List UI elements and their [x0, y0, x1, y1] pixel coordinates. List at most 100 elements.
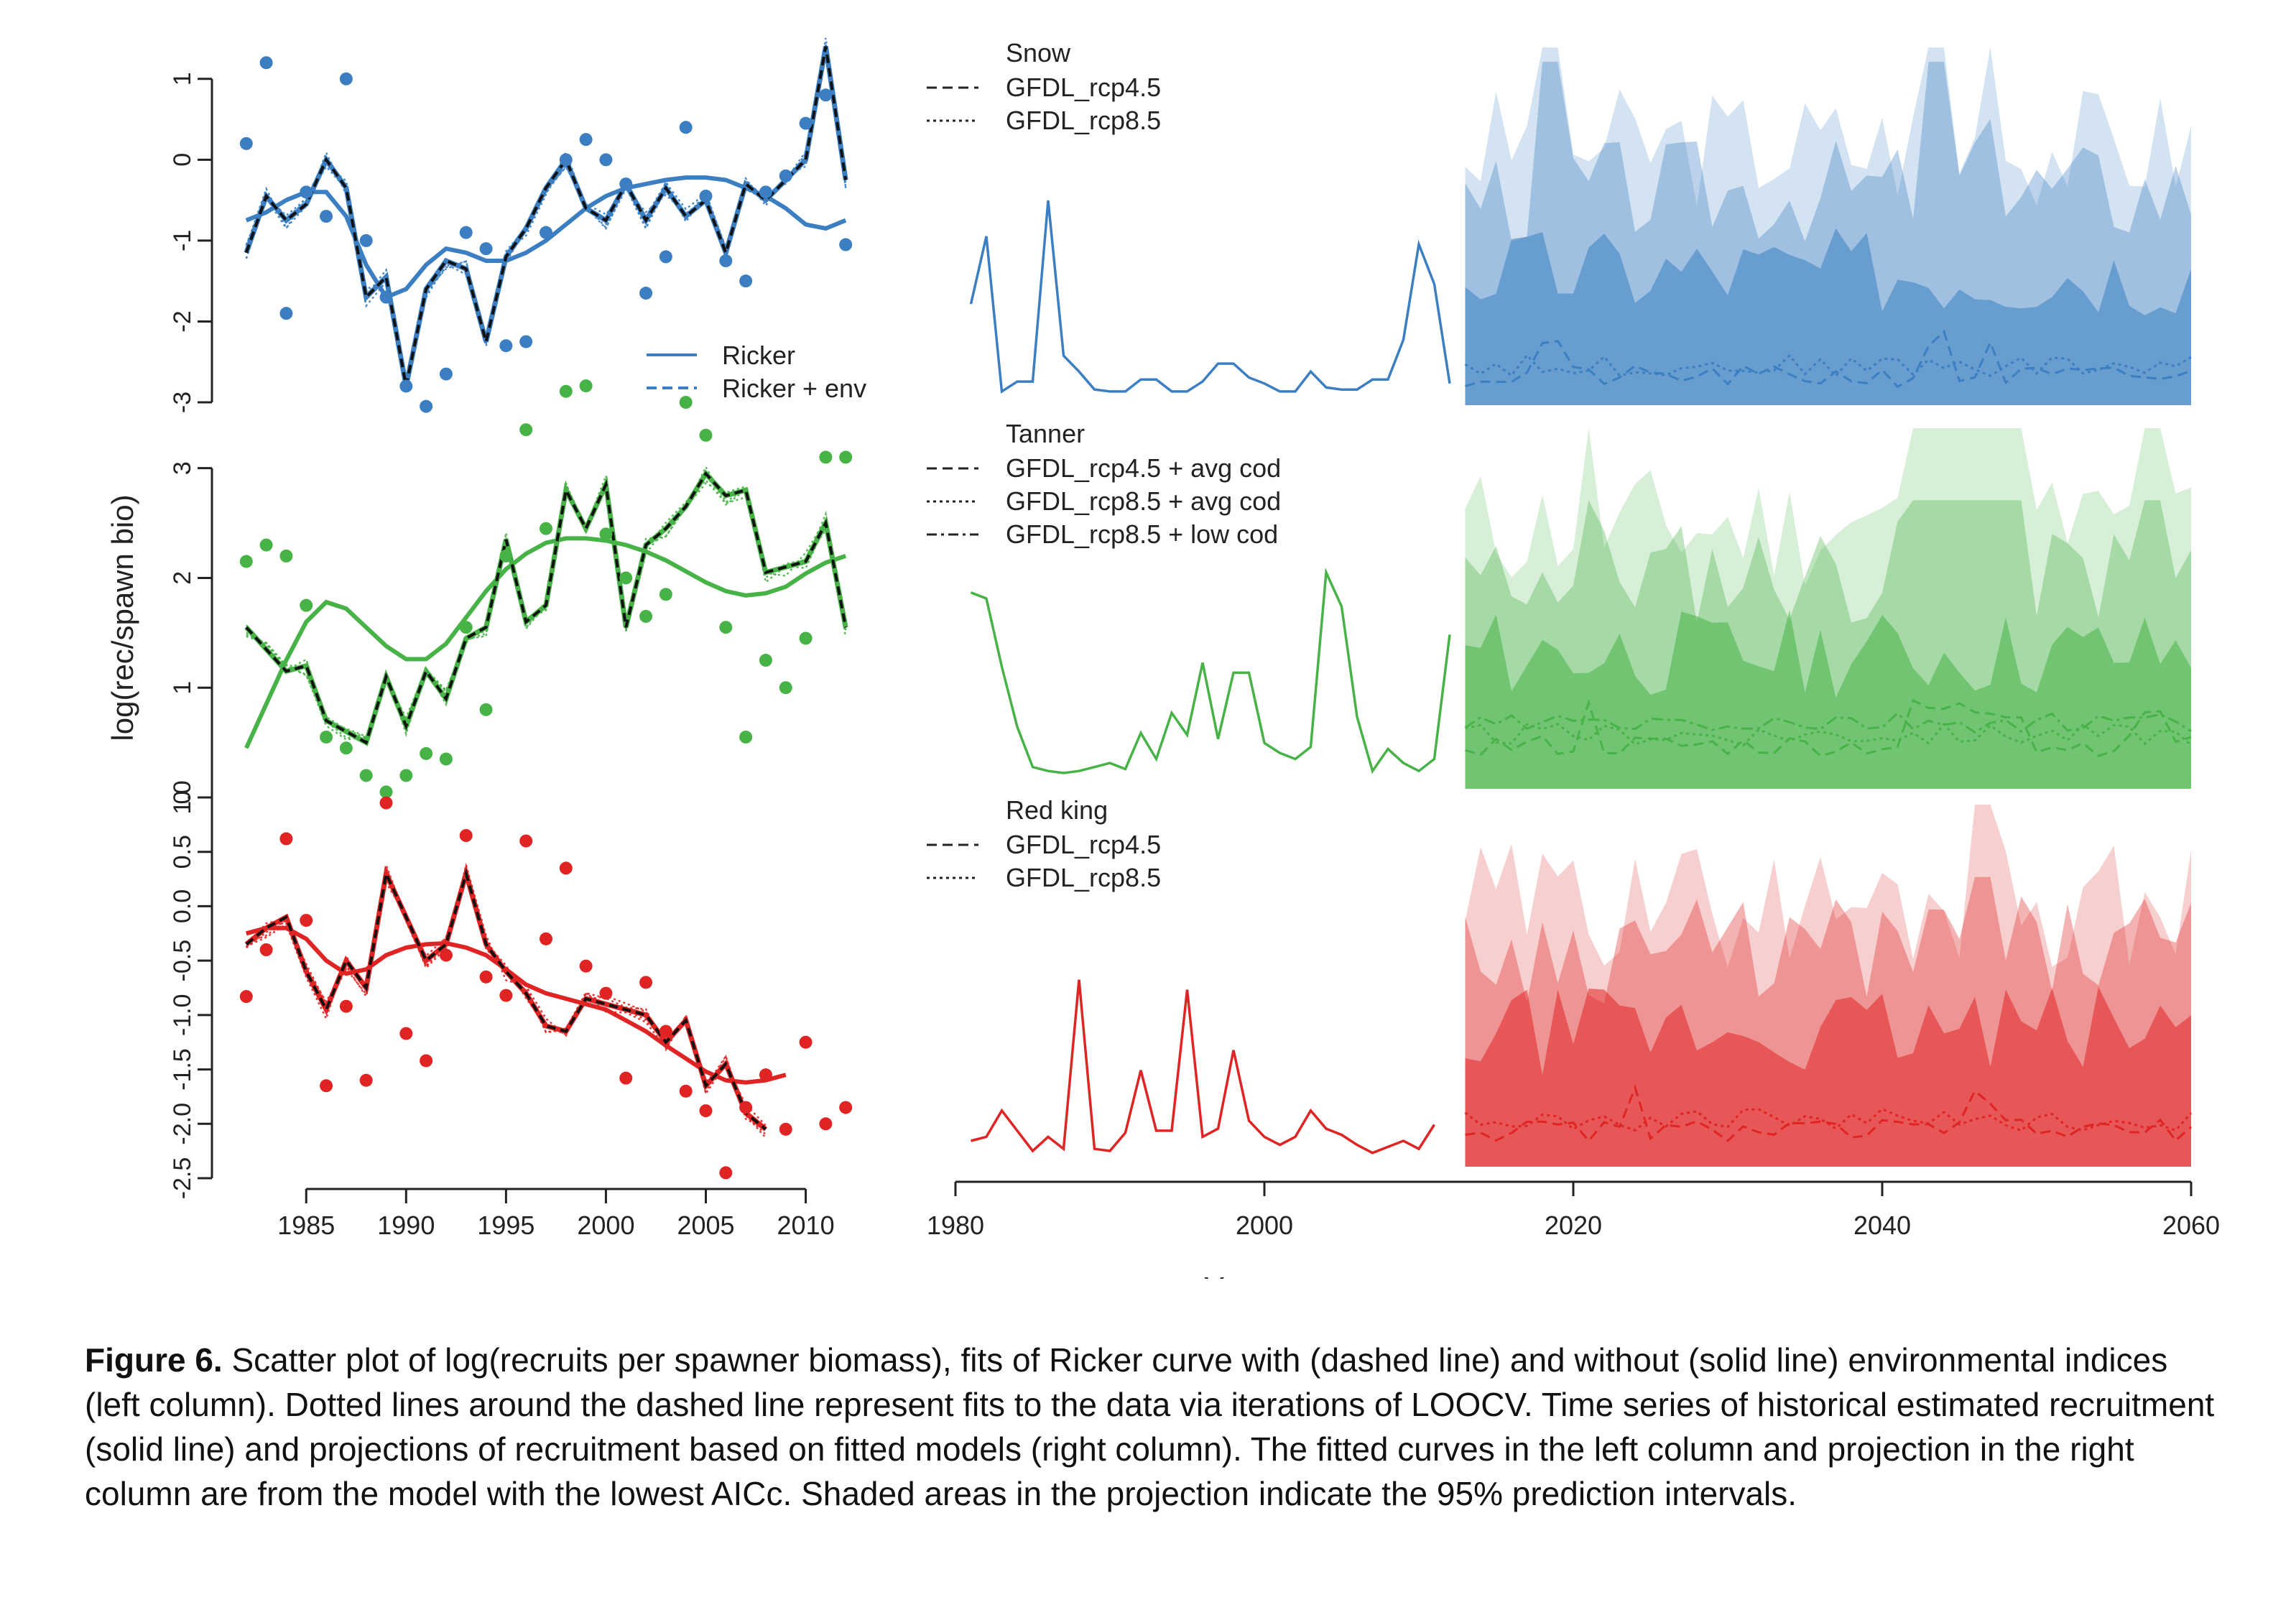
tanner-observed-point — [420, 746, 433, 760]
snow-projection-panel: Snow GFDL_rcp4.5 GFDL_rcp8.5 — [927, 38, 2192, 406]
tanner-y-tick-label: 2 — [169, 571, 196, 585]
tanner-observed-point — [300, 598, 313, 612]
red-king-observed-point — [519, 834, 533, 848]
red-king-observed-point — [420, 1054, 433, 1068]
snow-observed-point — [719, 254, 733, 268]
left-x-tick-label: 2010 — [777, 1211, 835, 1240]
snow-y-tick-label: 1 — [169, 72, 196, 85]
snow-observed-point — [639, 287, 653, 300]
snow-observed-point — [279, 307, 293, 320]
red-king-observed-point — [759, 1068, 772, 1082]
snow-observed-point — [779, 169, 792, 182]
red-king-observed-point — [359, 1073, 373, 1087]
tanner-projection-line — [1464, 711, 2192, 734]
left-x-tick-label: 1990 — [377, 1211, 435, 1240]
snow-y-tick-label: -2 — [169, 310, 196, 332]
red-king-observed-point — [819, 1117, 833, 1131]
snow-projection-line — [1465, 329, 2192, 389]
red-king-observed-point — [540, 932, 552, 945]
snow-observed-point — [459, 226, 473, 239]
snow-observed-point — [320, 210, 333, 223]
snow-observed-point — [479, 242, 493, 256]
tanner-observed-point — [499, 549, 513, 563]
left-x-tick-label: 1995 — [477, 1211, 534, 1240]
red-king-observed-point — [499, 989, 513, 1002]
tanner-observed-point — [479, 703, 493, 716]
snow-observed-point — [799, 116, 813, 130]
tanner-loocv-fit — [246, 465, 847, 738]
snow-observed-point — [359, 233, 373, 247]
right-x-tick-label: 2020 — [1545, 1211, 1602, 1240]
red-king-observed-point — [779, 1122, 792, 1136]
snow-ricker-env-curve — [244, 46, 848, 387]
red-king-prediction-interval — [1465, 986, 2191, 1167]
snow-observed-point — [399, 379, 413, 393]
red-king-y-tick-label: -2.5 — [169, 1157, 196, 1200]
tanner-historical-line — [970, 568, 1451, 774]
caption-label: Figure 6. — [85, 1341, 223, 1379]
red-king-y-tick-label: 0.5 — [169, 835, 196, 869]
figure-caption: Figure 6. Scatter plot of log(recruits p… — [85, 1338, 2226, 1516]
tanner-scatter-panel: 3 2 1 0 — [169, 379, 853, 804]
red-king-ricker-env-dashed — [245, 868, 767, 1131]
tanner-observed-point — [399, 769, 413, 782]
snow-observed-point — [679, 121, 693, 134]
red-king-observed-point — [320, 1079, 333, 1093]
snow-legend-label-ricker-env: Ricker + env — [722, 374, 866, 403]
red-king-y-tick-label: -0.5 — [169, 940, 196, 982]
snow-observed-point — [519, 335, 533, 348]
tanner-observed-point — [279, 549, 293, 563]
red-king-y-tick-label: -1.5 — [169, 1048, 196, 1091]
snow-loocv-fit — [245, 43, 847, 388]
red-king-y-tick-label: 1.0 — [169, 780, 196, 814]
red-king-scatter-panel: 1.0 0.5 0.0 -0.5 -1.0 -1.5 -2.0 -2.5 — [169, 780, 853, 1200]
snow-observed-point — [239, 136, 253, 150]
tanner-observed-point — [239, 555, 253, 568]
red-king-observed-point — [699, 1104, 713, 1118]
snow-observed-point — [699, 189, 713, 203]
snow-observed-point — [499, 339, 513, 353]
tanner-observed-point — [259, 538, 273, 552]
red-king-observed-point — [579, 959, 593, 973]
tanner-observed-point — [819, 450, 833, 464]
red-king-observed-point — [619, 1071, 633, 1085]
tanner-legend-label: GFDL_rcp4.5 + avg cod — [1006, 453, 1281, 483]
tanner-legend-label: GFDL_rcp8.5 + avg cod — [1006, 486, 1281, 516]
snow-observed-point — [420, 399, 433, 413]
snow-observed-point — [439, 367, 453, 381]
left-x-axis: 1985 1990 1995 2000 2005 2010 — [277, 1188, 835, 1240]
snow-y-tick-label: -3 — [169, 392, 196, 413]
right-x-tick-label: 2060 — [2162, 1211, 2220, 1240]
red-king-observed-point — [439, 948, 453, 962]
snow-observed-point — [579, 133, 593, 147]
tanner-projection-line — [1465, 698, 2192, 757]
tanner-prediction-interval — [1465, 610, 2191, 789]
tanner-observed-point — [779, 681, 792, 695]
tanner-observed-point — [679, 396, 693, 409]
snow-projection-line — [1464, 353, 2192, 378]
red-king-y-tick-label: -1.0 — [169, 994, 196, 1037]
snow-scatter-panel: 1 0 -1 -2 -3 Ricker Ricker + env — [169, 37, 866, 413]
snow-observed-point — [659, 250, 672, 264]
left-x-tick-label: 1985 — [277, 1211, 335, 1240]
tanner-ricker-env-curve — [244, 469, 848, 746]
red-king-y-tick-label: -2.0 — [169, 1103, 196, 1145]
red-king-observed-point — [679, 1084, 693, 1098]
red-king-observed-point — [719, 1166, 733, 1180]
snow-y-tick-label: -1 — [169, 230, 196, 251]
tanner-observed-point — [799, 631, 813, 645]
red-king-observed-point — [279, 832, 293, 846]
red-king-projection-line — [1464, 1107, 2193, 1132]
red-king-ricker-curve — [246, 925, 787, 1085]
tanner-observed-point — [599, 527, 613, 541]
tanner-projection-line — [1465, 722, 2192, 747]
snow-observed-point — [300, 185, 313, 199]
red-king-observed-point — [559, 861, 573, 875]
tanner-panel-title: Tanner — [1006, 419, 1085, 448]
left-x-tick-label: 2000 — [577, 1211, 634, 1240]
red-king-observed-point — [239, 990, 253, 1004]
tanner-observed-point — [359, 769, 373, 782]
